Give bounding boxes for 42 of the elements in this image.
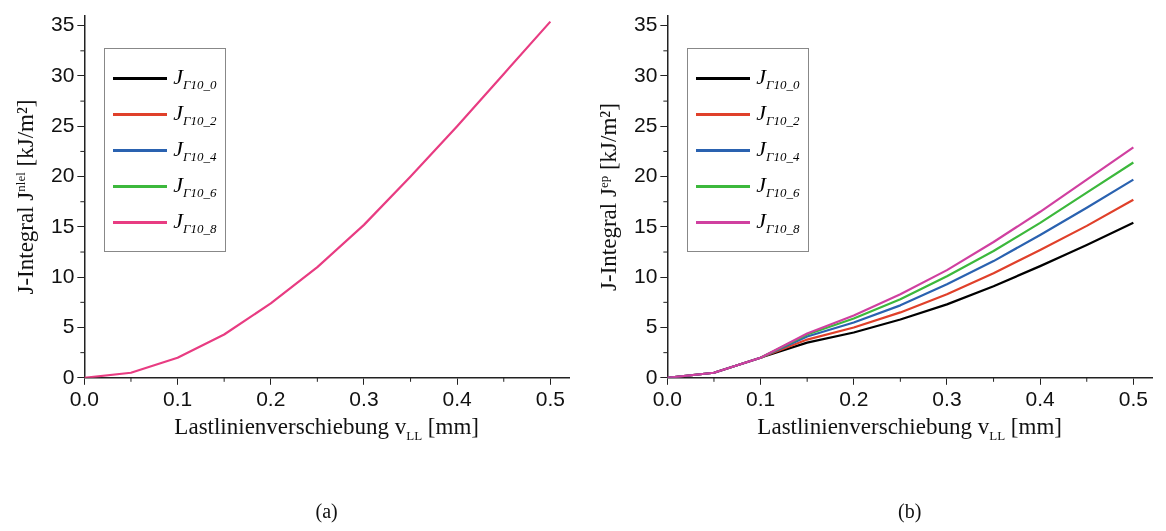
y-tick-label: 30 xyxy=(51,62,75,86)
y-tick-label: 0 xyxy=(645,364,658,388)
text: (b) xyxy=(898,500,922,523)
legend-label: J$_{Γ10_2}$ xyxy=(756,99,800,130)
x-tick-label: 0.5 xyxy=(1118,387,1148,411)
legend-label: J$_{Γ10_4}$ xyxy=(756,135,800,166)
x-tick-label: 0.0 xyxy=(69,387,99,411)
x-tick-label: 0.2 xyxy=(256,387,286,411)
legend-label: J$_{Γ10_6}$ xyxy=(173,171,217,202)
y-tick-label: 10 xyxy=(51,263,75,287)
x-tick-label: 0.5 xyxy=(535,387,565,411)
legend-label: J$_{Γ10_8}$ xyxy=(173,207,217,238)
y-tick-label: 20 xyxy=(51,163,75,187)
y-tick-label: 5 xyxy=(645,314,658,338)
legend-label: J$_{Γ10_6}$ xyxy=(756,171,800,202)
y-tick-label: 15 xyxy=(634,213,658,237)
x-tick-label: 0.4 xyxy=(1025,387,1056,411)
y-tick-label: 35 xyxy=(51,12,75,36)
legend-label: J$_{Γ10_4}$ xyxy=(173,135,217,166)
text: (a) xyxy=(315,500,338,523)
y-tick-label: 0 xyxy=(62,364,75,388)
x-tick-label: 0.2 xyxy=(839,387,869,411)
legend-label: J$_{Γ10_2}$ xyxy=(173,99,217,130)
x-tick-label: 0.1 xyxy=(162,387,193,411)
x-axis-title: Lastlinienverschiebung v$_{LL}$ [mm] xyxy=(757,413,1062,444)
legend-label: J$_{Γ10_8}$ xyxy=(756,207,800,238)
y-tick-label: 15 xyxy=(51,213,75,237)
y-tick-label: 5 xyxy=(62,314,75,338)
x-axis-title: Lastlinienverschiebung v$_{LL}$ [mm] xyxy=(174,413,479,444)
y-tick-label: 10 xyxy=(634,263,658,287)
legend-label: J$_{Γ10_0}$ xyxy=(173,63,217,94)
x-tick-label: 0.3 xyxy=(349,387,379,411)
y-tick-label: 30 xyxy=(634,62,658,86)
x-tick-label: 0.0 xyxy=(652,387,682,411)
legend-label: J$_{Γ10_0}$ xyxy=(756,63,800,94)
y-tick-label: 20 xyxy=(634,163,658,187)
y-tick-label: 25 xyxy=(634,113,658,137)
x-tick-label: 0.3 xyxy=(932,387,962,411)
y-tick-label: 35 xyxy=(634,12,658,36)
y-tick-label: 25 xyxy=(51,113,75,137)
x-tick-label: 0.1 xyxy=(745,387,776,411)
x-tick-label: 0.4 xyxy=(442,387,473,411)
